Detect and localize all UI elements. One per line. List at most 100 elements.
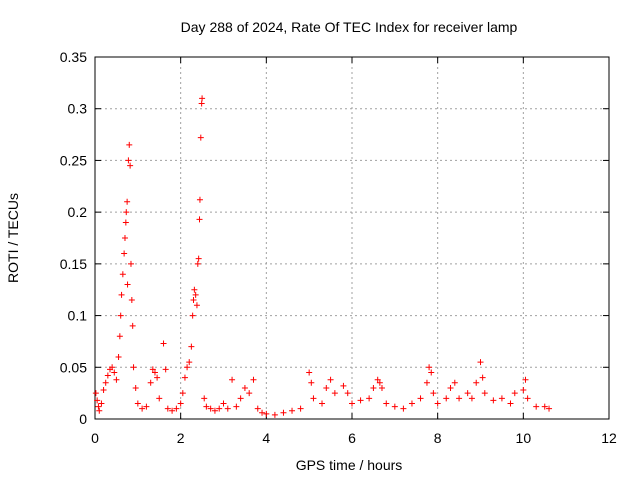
data-point <box>479 374 486 381</box>
data-point <box>370 384 377 391</box>
data-point <box>220 400 227 407</box>
data-point <box>456 395 463 402</box>
data-point <box>126 141 133 148</box>
data-point <box>147 379 154 386</box>
data-point <box>191 286 198 293</box>
data-point <box>201 395 208 402</box>
data-point <box>124 281 131 288</box>
data-point <box>280 409 287 416</box>
data-point <box>192 291 199 298</box>
data-point <box>378 384 385 391</box>
data-point <box>376 379 383 386</box>
data-point <box>250 376 257 383</box>
y-tick-label: 0.2 <box>68 204 88 220</box>
data-point <box>310 395 317 402</box>
data-point <box>189 312 196 319</box>
data-point <box>134 400 141 407</box>
data-point <box>130 364 137 371</box>
data-point <box>129 322 136 329</box>
data-point <box>128 297 135 304</box>
data-point <box>541 403 548 410</box>
data-point <box>117 312 124 319</box>
data-point <box>520 387 527 394</box>
data-point <box>104 372 111 379</box>
data-point <box>374 376 381 383</box>
data-point <box>246 390 253 397</box>
data-point <box>297 405 304 412</box>
data-point <box>344 390 351 397</box>
data-point <box>115 353 122 360</box>
data-point <box>186 359 193 366</box>
data-point <box>233 403 240 410</box>
data-point <box>198 100 205 107</box>
data-point <box>259 409 266 416</box>
data-point <box>451 379 458 386</box>
data-point <box>241 384 248 391</box>
data-point <box>119 271 126 278</box>
x-tick-label: 2 <box>177 430 185 446</box>
data-point <box>193 302 200 309</box>
data-point <box>184 364 191 371</box>
data-point <box>156 395 163 402</box>
data-point <box>428 369 435 376</box>
data-point <box>125 157 132 164</box>
data-point <box>118 291 125 298</box>
axis-ticks <box>94 56 610 420</box>
data-point <box>331 390 338 397</box>
data-point <box>121 250 128 257</box>
data-point <box>139 405 146 412</box>
data-point <box>98 400 105 407</box>
data-point <box>196 216 203 223</box>
data-point <box>357 397 364 404</box>
data-point <box>100 387 107 394</box>
data-point <box>533 403 540 410</box>
data-point <box>111 369 118 376</box>
data-point <box>229 376 236 383</box>
data-point <box>408 400 415 407</box>
data-point <box>149 366 156 373</box>
y-tick-label: 0.15 <box>60 256 87 272</box>
data-point <box>195 255 202 262</box>
chart-title: Day 288 of 2024, Rate Of TEC Index for r… <box>181 19 518 35</box>
data-point <box>164 405 171 412</box>
data-point <box>349 400 355 407</box>
data-point <box>546 405 553 412</box>
data-point <box>177 400 184 407</box>
data-point <box>498 395 505 402</box>
data-point <box>224 405 231 412</box>
data-point <box>522 376 529 383</box>
data-point <box>194 260 201 267</box>
data-point <box>207 405 214 412</box>
data-point <box>323 384 330 391</box>
data-point <box>92 390 99 397</box>
y-tick-label: 0.35 <box>60 49 87 65</box>
data-point <box>490 397 497 404</box>
data-point <box>443 395 450 402</box>
data-point <box>327 376 334 383</box>
data-point <box>434 400 441 407</box>
data-point <box>109 364 116 371</box>
data-point <box>190 297 197 304</box>
data-point <box>237 395 244 402</box>
x-tick-label: 4 <box>262 430 270 446</box>
data-point <box>340 382 347 389</box>
data-point <box>417 395 424 402</box>
data-point <box>181 374 188 381</box>
data-point <box>216 405 223 412</box>
data-point <box>121 235 128 241</box>
data-point <box>524 395 531 402</box>
x-tick-label: 6 <box>348 430 356 446</box>
data-point <box>400 405 407 412</box>
data-point <box>306 369 313 376</box>
x-tick-label: 12 <box>601 430 617 446</box>
x-tick-labels: 0 2 4 6 8 10 12 <box>91 430 617 446</box>
data-point <box>211 407 218 414</box>
data-point <box>124 198 131 205</box>
x-tick-label: 0 <box>91 430 99 446</box>
data-point <box>162 366 169 373</box>
data-point <box>473 379 480 386</box>
data-point <box>96 407 103 414</box>
data-point <box>254 405 261 412</box>
y-tick-label: 0.25 <box>60 152 87 168</box>
data-point <box>94 397 101 404</box>
